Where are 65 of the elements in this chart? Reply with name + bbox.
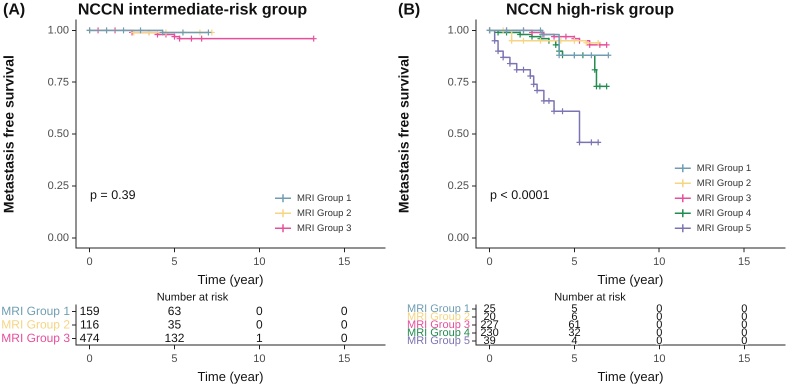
x-tick-label: 0 bbox=[486, 256, 493, 268]
x-tick-label: 10 bbox=[253, 352, 266, 365]
text: (A) bbox=[3, 1, 26, 18]
x-axis-title: Time (year) bbox=[198, 272, 264, 287]
legend-label: MRI Group 1 bbox=[696, 162, 752, 174]
y-tick-label: 0.00 bbox=[448, 232, 469, 244]
data-label: 0 bbox=[656, 335, 662, 348]
chart-title: Number at risk bbox=[156, 292, 229, 304]
x-tick-label: 5 bbox=[571, 256, 578, 268]
x-tick-label: 10 bbox=[653, 256, 666, 268]
data-label: 132 bbox=[164, 330, 185, 345]
data-label: 0 bbox=[741, 335, 748, 348]
x-tick-label: 0 bbox=[86, 352, 93, 365]
y-tick-label: MRI Group 2 bbox=[1, 317, 70, 332]
chart-title: Number at risk bbox=[554, 292, 626, 304]
data-label: 159 bbox=[80, 304, 100, 318]
y-tick-label: MRI Group 1 bbox=[1, 304, 70, 318]
text: (B) bbox=[398, 1, 420, 18]
legend-label: MRI Group 2 bbox=[696, 178, 752, 189]
x-tick-label: 15 bbox=[738, 256, 750, 268]
y-tick-label: 0.50 bbox=[448, 128, 469, 140]
data-label: 0 bbox=[340, 317, 348, 332]
y-tick-label: 0.75 bbox=[448, 76, 469, 88]
x-tick-label: 15 bbox=[338, 352, 350, 365]
annotation: p = 0.39 bbox=[90, 188, 136, 202]
x-axis-title: Time (year) bbox=[198, 368, 264, 384]
data-label: 116 bbox=[80, 317, 100, 332]
data-label: 1 bbox=[256, 330, 264, 345]
legend-label: MRI Group 2 bbox=[297, 208, 352, 219]
y-axis-title: Metastasis free survival bbox=[395, 55, 412, 214]
data-label: 63 bbox=[168, 304, 182, 318]
data-label: 0 bbox=[340, 304, 348, 318]
y-tick-label: 0.00 bbox=[48, 232, 69, 244]
legend-label: MRI Group 5 bbox=[696, 222, 752, 234]
y-tick-label: 0.25 bbox=[448, 180, 469, 192]
y-axis-title: Metastasis free survival bbox=[0, 55, 16, 214]
x-axis-title: Time (year) bbox=[598, 368, 664, 384]
y-tick-label: 0.25 bbox=[48, 180, 69, 192]
x-tick-label: 0 bbox=[486, 352, 493, 365]
chart-title: NCCN intermediate-risk group bbox=[78, 1, 308, 18]
x-tick-label: 15 bbox=[738, 352, 750, 365]
x-tick-label: 5 bbox=[171, 256, 178, 268]
data-label: 35 bbox=[168, 317, 182, 332]
data-label: 0 bbox=[256, 304, 264, 318]
chart-title: NCCN high-risk group bbox=[506, 1, 674, 18]
data-label: 0 bbox=[256, 317, 264, 332]
data-label: 0 bbox=[340, 330, 348, 345]
y-tick-label: MRI Group 3 bbox=[1, 330, 70, 345]
legend-label: MRI Group 3 bbox=[297, 222, 352, 234]
data-label: 474 bbox=[80, 330, 100, 345]
y-tick-label: 1.00 bbox=[48, 24, 69, 36]
legend-label: MRI Group 1 bbox=[297, 192, 352, 204]
y-tick-label: 0.50 bbox=[48, 128, 69, 140]
x-axis-title: Time (year) bbox=[597, 272, 664, 287]
x-tick-label: 10 bbox=[653, 352, 666, 365]
legend-label: MRI Group 3 bbox=[696, 192, 752, 204]
annotation: p < 0.0001 bbox=[490, 188, 550, 202]
x-tick-label: 15 bbox=[338, 256, 350, 268]
x-tick-label: 0 bbox=[86, 256, 93, 268]
y-tick-label: 1.00 bbox=[448, 24, 469, 36]
y-tick-label: 0.75 bbox=[48, 76, 69, 88]
x-tick-label: 10 bbox=[253, 256, 266, 268]
x-tick-label: 5 bbox=[171, 352, 178, 365]
legend-label: MRI Group 4 bbox=[696, 208, 752, 219]
x-tick-label: 5 bbox=[571, 352, 578, 365]
